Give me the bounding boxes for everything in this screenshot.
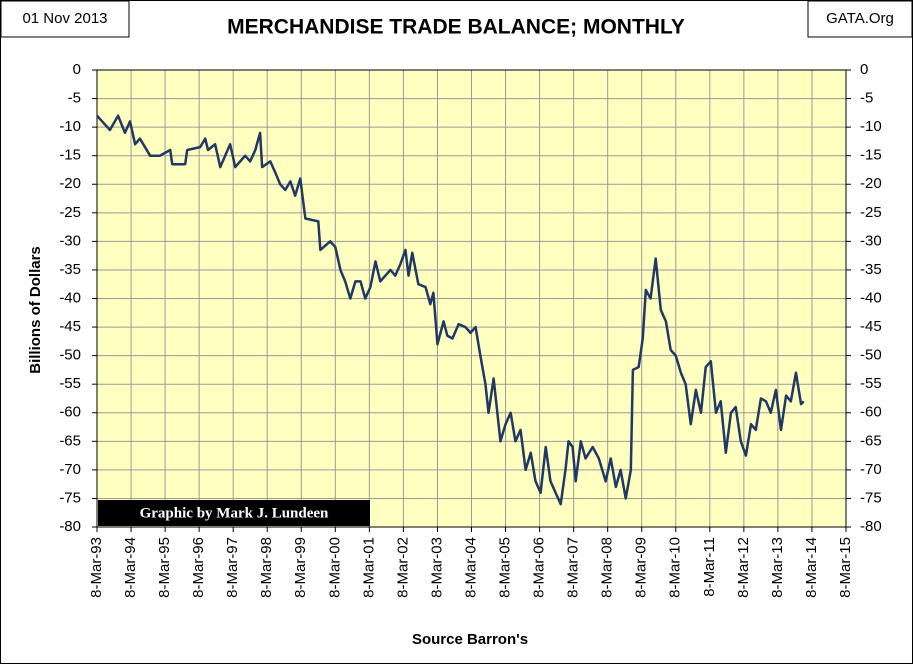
x-tick-label: 8-Mar-11 <box>701 537 718 597</box>
x-tick-label: 8-Mar-10 <box>667 537 684 598</box>
x-tick-label: 8-Mar-09 <box>633 537 650 598</box>
y-tick-label: -40 <box>59 289 81 306</box>
x-tick-label: 8-Mar-00 <box>326 537 343 598</box>
y-tick-label: -45 <box>59 318 81 335</box>
x-tick-label: 8-Mar-95 <box>156 537 173 598</box>
date-note: 01 Nov 2013 <box>22 10 107 27</box>
credit-box <box>98 500 370 526</box>
x-tick-label: 8-Mar-15 <box>837 537 854 598</box>
plot-border <box>96 69 847 528</box>
y2-tick-label: -60 <box>860 404 882 421</box>
y2-tick-label: -75 <box>860 489 882 506</box>
y2-tick-label: -30 <box>860 232 882 249</box>
y2-tick-label: 0 <box>860 61 868 78</box>
y2-tick-label: -25 <box>860 204 882 221</box>
y-tick-label: -15 <box>59 147 81 164</box>
y-tick-label: -65 <box>59 432 81 449</box>
site: GATA.Org <box>826 10 894 27</box>
y-tick-label: -20 <box>59 175 81 192</box>
y2-tick-label: -40 <box>860 289 882 306</box>
credit: Graphic by Mark J. Lundeen <box>140 505 329 521</box>
y2-tick-label: -5 <box>860 90 873 107</box>
y-tick-label: -30 <box>59 232 81 249</box>
site-box <box>807 0 913 38</box>
y-tick-label: -10 <box>59 118 81 135</box>
y-axis-title: Billions of Dollars <box>27 246 44 374</box>
x-tick-label: 8-Mar-03 <box>428 537 445 598</box>
y2-tick-label: -80 <box>860 518 882 535</box>
x-tick-label: 8-Mar-12 <box>735 537 752 598</box>
x-tick-label: 8-Mar-13 <box>769 537 786 598</box>
x-tick-label: 8-Mar-98 <box>258 537 275 598</box>
y-tick-label: -55 <box>59 375 81 392</box>
y-tick-label: -5 <box>68 90 81 107</box>
x-tick-label: 8-Mar-01 <box>360 537 377 598</box>
y2-tick-label: -35 <box>860 261 882 278</box>
y2-tick-label: -45 <box>860 318 882 335</box>
chart-title: MERCHANDISE TRADE BALANCE; MONTHLY <box>227 16 685 39</box>
y2-tick-label: -20 <box>860 175 882 192</box>
x-tick-label: 8-Mar-14 <box>803 537 820 598</box>
y2-tick-label: -50 <box>860 347 882 364</box>
x-tick-label: 8-Mar-04 <box>462 537 479 598</box>
y2-tick-label: -65 <box>860 432 882 449</box>
y-tick-label: 0 <box>73 61 81 78</box>
y-tick-label: -50 <box>59 347 81 364</box>
y2-tick-label: -10 <box>860 118 882 135</box>
y2-tick-label: -15 <box>860 147 882 164</box>
x-tick-label: 8-Mar-08 <box>599 537 616 598</box>
x-tick-label: 8-Mar-96 <box>190 537 207 598</box>
x-tick-label: 8-Mar-93 <box>88 537 105 598</box>
x-tick-label: 8-Mar-94 <box>122 537 139 598</box>
y2-tick-label: -70 <box>860 461 882 478</box>
date-box <box>0 0 130 38</box>
y2-tick-label: -55 <box>860 375 882 392</box>
x-tick-label: 8-Mar-05 <box>497 537 514 598</box>
x-tick-label: 8-Mar-06 <box>531 537 548 598</box>
y-tick-label: -60 <box>59 404 81 421</box>
y-tick-label: -80 <box>59 518 81 535</box>
x-tick-label: 8-Mar-07 <box>565 537 582 598</box>
x-tick-label: 8-Mar-97 <box>224 537 241 598</box>
y-tick-label: -25 <box>59 204 81 221</box>
x-axis-title: Source Barron's <box>412 631 528 648</box>
y-tick-label: -70 <box>59 461 81 478</box>
data-line <box>96 114 805 506</box>
y-tick-label: -75 <box>59 489 81 506</box>
x-tick-label: 8-Mar-99 <box>292 537 309 598</box>
x-tick-label: 8-Mar-02 <box>394 537 411 598</box>
y-tick-label: -35 <box>59 261 81 278</box>
